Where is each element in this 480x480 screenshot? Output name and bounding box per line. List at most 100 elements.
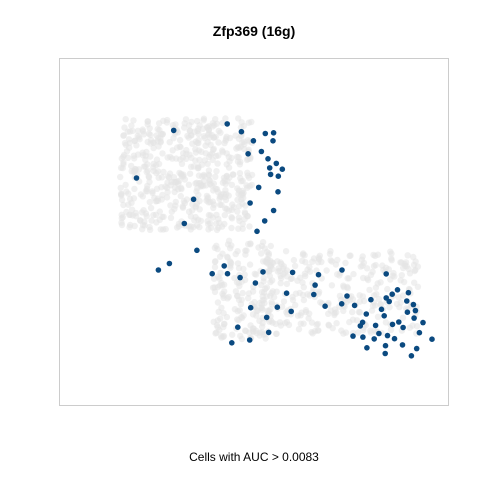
background-cell-point xyxy=(259,239,267,246)
highlighted-cell-point xyxy=(263,314,270,321)
background-cell-point xyxy=(181,124,188,131)
background-cell-point xyxy=(240,194,247,202)
background-cell-point xyxy=(360,274,367,282)
background-cell-point xyxy=(235,225,242,232)
background-cell-point xyxy=(119,214,127,221)
background-cell-point xyxy=(122,141,130,149)
background-cell-point xyxy=(364,276,372,284)
background-cell-point xyxy=(131,222,138,230)
background-cell-point xyxy=(145,173,152,180)
background-cell-point xyxy=(239,225,246,232)
background-cell-point xyxy=(226,158,233,165)
highlighted-cell-point xyxy=(267,171,274,178)
background-cell-point xyxy=(247,241,254,248)
background-cell-point xyxy=(267,317,275,324)
background-cell-point xyxy=(150,139,157,146)
background-cell-point xyxy=(185,181,193,188)
background-cell-point xyxy=(181,200,188,207)
background-cell-point xyxy=(333,320,340,327)
background-cell-point xyxy=(411,279,418,286)
highlighted-cell-point xyxy=(181,220,188,227)
highlighted-cell-point xyxy=(245,151,251,157)
background-cell-point xyxy=(288,275,295,282)
background-cell-point xyxy=(235,316,242,324)
background-cell-point xyxy=(317,299,324,306)
background-cell-point xyxy=(130,117,137,124)
background-cell-point xyxy=(215,139,222,146)
background-cell-point xyxy=(277,280,284,287)
background-cell-point xyxy=(342,259,349,267)
highlighted-cell-point xyxy=(357,323,364,329)
background-cell-point xyxy=(159,150,166,157)
background-cell-point xyxy=(170,174,178,181)
background-cell-point xyxy=(269,259,276,266)
background-cell-point xyxy=(241,271,248,278)
highlighted-cell-point xyxy=(350,333,356,339)
background-cell-point xyxy=(285,321,293,329)
background-cell-point xyxy=(126,195,134,203)
background-cell-point xyxy=(190,163,197,170)
background-cell-point xyxy=(139,193,146,200)
background-cell-point xyxy=(117,184,124,192)
highlighted-cell-point xyxy=(265,329,272,336)
background-cell-point xyxy=(205,167,213,174)
background-cell-point xyxy=(192,146,199,153)
background-cell-point xyxy=(218,304,225,311)
background-cell-point xyxy=(325,310,332,317)
background-cell-point xyxy=(233,145,240,152)
highlighted-cell-point xyxy=(252,280,259,286)
background-cell-point xyxy=(176,136,184,144)
background-cell-point xyxy=(155,174,162,181)
background-cell-point xyxy=(318,258,325,266)
background-cell-point xyxy=(291,262,299,270)
background-cell-point xyxy=(218,201,225,208)
background-cell-point xyxy=(239,220,246,228)
highlighted-cell-point xyxy=(194,247,200,254)
background-cell-point xyxy=(242,210,249,217)
highlighted-cell-point xyxy=(405,289,412,296)
background-cell-point xyxy=(328,282,336,289)
background-cell-point xyxy=(160,226,167,233)
background-cell-point xyxy=(235,115,242,122)
background-cell-point xyxy=(200,117,207,124)
background-cell-point xyxy=(245,119,252,126)
background-cell-point xyxy=(146,226,154,233)
background-cell-point xyxy=(205,220,212,228)
background-cell-point xyxy=(164,179,171,186)
background-cell-point xyxy=(169,155,176,162)
background-cell-point xyxy=(131,155,138,162)
highlighted-cell-point xyxy=(412,307,419,314)
background-cell-point xyxy=(118,221,126,229)
background-cell-point xyxy=(219,148,227,156)
background-cell-point xyxy=(177,184,185,191)
highlighted-cell-point xyxy=(279,166,286,172)
background-cell-point xyxy=(373,291,380,298)
background-cell-point xyxy=(228,181,236,189)
background-cell-point xyxy=(224,254,231,261)
background-cell-point xyxy=(146,198,153,206)
background-cell-point xyxy=(210,180,217,187)
highlighted-cell-point xyxy=(389,291,396,298)
background-cell-point xyxy=(215,127,222,135)
background-cell-point xyxy=(305,315,312,322)
highlighted-cell-point xyxy=(364,345,370,351)
background-cell-point xyxy=(414,283,422,290)
background-cell-point xyxy=(150,164,157,171)
background-cell-point xyxy=(410,253,417,261)
highlighted-cell-point xyxy=(224,121,230,127)
background-cell-point xyxy=(205,199,212,206)
background-cell-point xyxy=(251,270,258,277)
background-cell-point xyxy=(382,319,390,326)
background-cell-point xyxy=(297,312,304,319)
background-cell-point xyxy=(177,156,184,163)
background-cell-point xyxy=(349,316,357,323)
background-cell-point xyxy=(227,259,234,266)
background-cell-point xyxy=(212,173,219,180)
background-cell-point xyxy=(384,285,391,293)
background-cell-point xyxy=(348,293,355,300)
background-cell-point xyxy=(345,275,353,282)
background-cell-point xyxy=(126,128,134,135)
background-cell-point xyxy=(234,248,241,255)
highlighted-cell-point xyxy=(413,345,420,352)
background-cell-point xyxy=(236,170,244,177)
